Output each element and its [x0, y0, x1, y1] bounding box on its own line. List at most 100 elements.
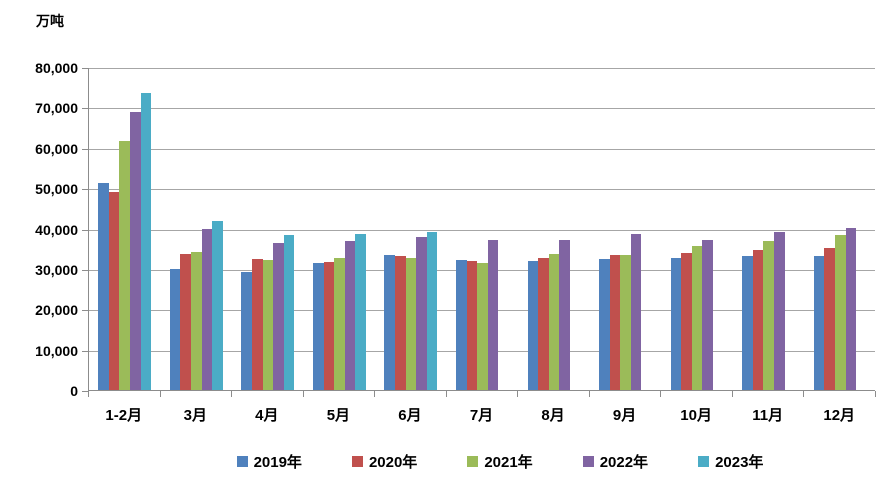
- y-axis-tick-label: 0: [70, 383, 78, 399]
- bar-2022年-8月: [559, 239, 570, 390]
- legend-swatch-icon: [351, 456, 363, 467]
- y-axis-tick-label: 80,000: [35, 60, 78, 76]
- bar-2022年-5月: [344, 241, 356, 390]
- bar-2020年-10月: [681, 253, 692, 390]
- x-axis-category-label: 6月: [398, 407, 422, 424]
- legend-item-2022年: 2022年: [582, 451, 649, 472]
- bar-2021年-1-2月: [119, 140, 131, 390]
- bar-2020年-12月: [824, 248, 835, 390]
- bar-2021年-11月: [763, 240, 774, 390]
- x-axis-tick: [588, 391, 590, 397]
- bar-2021年-4月: [262, 260, 274, 390]
- y-axis-unit-label: 万吨: [36, 13, 64, 29]
- bar-2021年-8月: [548, 253, 560, 390]
- x-axis-tick: [445, 391, 447, 397]
- legend-swatch-icon: [698, 456, 710, 467]
- bar-2020年-9月: [609, 255, 621, 390]
- legend-item-2020年: 2020年: [351, 451, 417, 472]
- bar-2019年-12月: [813, 255, 825, 390]
- x-axis-category-label: 5月: [326, 407, 351, 424]
- x-axis-tick: [374, 391, 376, 397]
- bar-2020年-8月: [538, 258, 549, 390]
- bar-2023年-6月: [426, 231, 438, 390]
- legend-label: 2021年: [484, 454, 533, 471]
- legend-item-2021年: 2021年: [467, 451, 533, 472]
- x-axis-category-label: 1-2月: [105, 407, 143, 424]
- bar-2023年-5月: [355, 233, 366, 390]
- bar-2023年-3月: [212, 220, 223, 390]
- bar-2019年-4月: [241, 271, 252, 390]
- bar-2021年-3月: [191, 251, 202, 390]
- y-axis-tick: [82, 350, 88, 352]
- plot-area: [88, 68, 875, 391]
- bar-2022年-12月: [845, 227, 857, 390]
- bar-2021年-12月: [834, 234, 846, 390]
- x-axis-tick: [803, 391, 805, 397]
- x-axis-tick: [302, 391, 304, 397]
- bar-2022年-1-2月: [130, 111, 141, 390]
- bar-2021年-7月: [477, 263, 488, 390]
- x-axis-tick: [660, 391, 662, 397]
- bar-2022年-7月: [487, 240, 499, 390]
- bar-2020年-5月: [323, 261, 335, 390]
- y-axis-tick-label: 40,000: [35, 221, 78, 238]
- legend-swatch-icon: [467, 456, 479, 467]
- x-axis-tick: [159, 391, 161, 397]
- legend: 2019年 2020年 2021年 2022年 2023年: [55, 451, 890, 472]
- bar-2019年-1-2月: [98, 182, 109, 390]
- legend-swatch-icon: [582, 456, 594, 467]
- x-axis-category-label: 10月: [680, 407, 712, 424]
- y-axis-tick-label: 60,000: [35, 140, 78, 157]
- gridline: [89, 229, 875, 231]
- x-axis-category-label: 9月: [612, 407, 637, 424]
- y-axis-tick: [82, 148, 88, 150]
- y-axis-tick-label: 70,000: [35, 100, 78, 117]
- bar-2020年-3月: [180, 253, 191, 390]
- x-axis-category-label: 11月: [752, 407, 784, 424]
- bar-2021年-9月: [620, 254, 631, 390]
- gridline: [89, 68, 875, 69]
- bar-2019年-7月: [456, 259, 467, 390]
- x-axis-tick: [231, 391, 233, 397]
- y-axis-tick-label: 20,000: [35, 302, 78, 319]
- y-axis-tick-label: 50,000: [35, 181, 78, 198]
- bar-2022年-10月: [702, 240, 713, 390]
- bar-2020年-7月: [466, 261, 478, 390]
- bar-2019年-6月: [384, 255, 396, 390]
- legend-item-2023年: 2023年: [698, 451, 763, 472]
- y-axis-tick: [82, 269, 88, 271]
- bar-2019年-9月: [599, 258, 610, 390]
- bar-2019年-5月: [312, 263, 324, 390]
- gridline: [89, 148, 875, 150]
- bar-2021年-5月: [334, 258, 345, 390]
- bar-2021年-6月: [405, 258, 417, 390]
- legend-label: 2022年: [599, 454, 649, 471]
- x-axis-tick: [517, 391, 519, 397]
- bar-2020年-11月: [752, 249, 764, 390]
- bar-2019年-8月: [527, 261, 539, 390]
- x-axis-category-label: 8月: [541, 407, 565, 424]
- bar-2020年-1-2月: [108, 191, 120, 390]
- bar-2022年-9月: [630, 234, 642, 390]
- x-axis-tick: [875, 391, 876, 397]
- legend-item-2019年: 2019年: [236, 451, 302, 472]
- bar-2021年-10月: [691, 245, 703, 390]
- bar-2022年-3月: [201, 228, 213, 390]
- legend-label: 2023年: [715, 454, 764, 471]
- bar-2022年-11月: [773, 232, 785, 390]
- legend-swatch-icon: [236, 456, 248, 467]
- y-axis-tick: [82, 310, 88, 312]
- bar-2019年-11月: [742, 255, 753, 390]
- bar-2019年-10月: [670, 257, 682, 390]
- x-axis-tick: [88, 391, 89, 397]
- bar-2020年-6月: [395, 255, 406, 390]
- gridline: [89, 108, 875, 110]
- x-axis-category-label: 3月: [183, 407, 207, 424]
- bar-2022年-6月: [416, 236, 427, 390]
- y-axis-tick: [82, 68, 88, 69]
- y-axis-tick: [82, 108, 88, 110]
- legend-label: 2019年: [253, 454, 302, 471]
- y-axis-tick-label: 10,000: [35, 342, 78, 359]
- y-axis-tick-label: 30,000: [35, 261, 78, 278]
